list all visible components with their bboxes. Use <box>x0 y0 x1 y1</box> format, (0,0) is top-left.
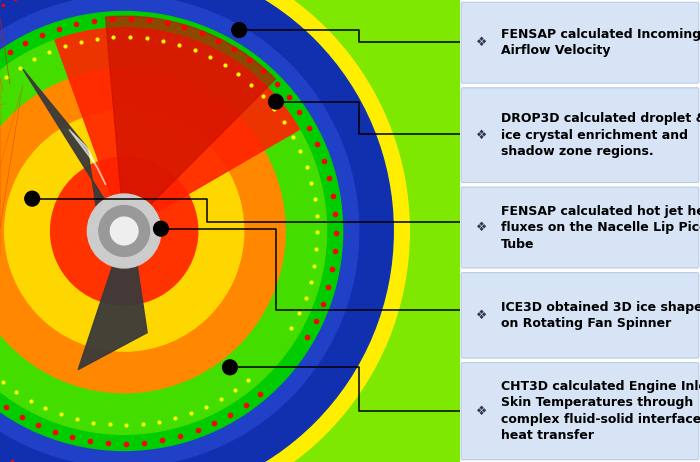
Polygon shape <box>23 69 124 240</box>
Text: ❖: ❖ <box>476 221 487 234</box>
Text: CHT3D calculated Engine Inlet
Skin Temperatures through
complex fluid-solid inte: CHT3D calculated Engine Inlet Skin Tempe… <box>500 380 700 443</box>
Circle shape <box>99 206 150 256</box>
Circle shape <box>0 12 342 450</box>
Text: FENSAP calculated Incoming
Airflow Velocity: FENSAP calculated Incoming Airflow Veloc… <box>500 28 700 57</box>
Circle shape <box>232 23 246 37</box>
Text: DROP3D calculated droplet &
ice crystal enrichment and
shadow zone regions.: DROP3D calculated droplet & ice crystal … <box>500 112 700 158</box>
Text: ❖: ❖ <box>476 405 487 418</box>
Circle shape <box>5 111 244 351</box>
Circle shape <box>223 360 237 375</box>
Wedge shape <box>106 16 275 231</box>
Circle shape <box>88 194 161 268</box>
Circle shape <box>111 217 138 245</box>
Polygon shape <box>69 129 106 185</box>
Wedge shape <box>55 28 300 231</box>
Text: ICE3D obtained 3D ice shapes
on Rotating Fan Spinner: ICE3D obtained 3D ice shapes on Rotating… <box>500 301 700 330</box>
Circle shape <box>269 94 284 109</box>
FancyBboxPatch shape <box>461 88 699 182</box>
Circle shape <box>0 0 410 462</box>
FancyBboxPatch shape <box>461 187 699 268</box>
FancyBboxPatch shape <box>461 363 699 460</box>
Circle shape <box>25 191 40 206</box>
Text: ❖: ❖ <box>476 36 487 49</box>
Text: ❖: ❖ <box>476 309 487 322</box>
FancyBboxPatch shape <box>461 2 699 83</box>
Text: FENSAP calculated hot jet heat
fluxes on the Nacelle Lip Piccolo
Tube: FENSAP calculated hot jet heat fluxes on… <box>500 205 700 250</box>
FancyBboxPatch shape <box>461 273 699 358</box>
Circle shape <box>0 69 285 393</box>
Circle shape <box>0 28 326 434</box>
Circle shape <box>153 221 168 236</box>
Circle shape <box>0 0 393 462</box>
Circle shape <box>0 0 358 462</box>
Circle shape <box>50 157 198 305</box>
Text: ❖: ❖ <box>476 128 487 142</box>
Polygon shape <box>78 231 147 370</box>
